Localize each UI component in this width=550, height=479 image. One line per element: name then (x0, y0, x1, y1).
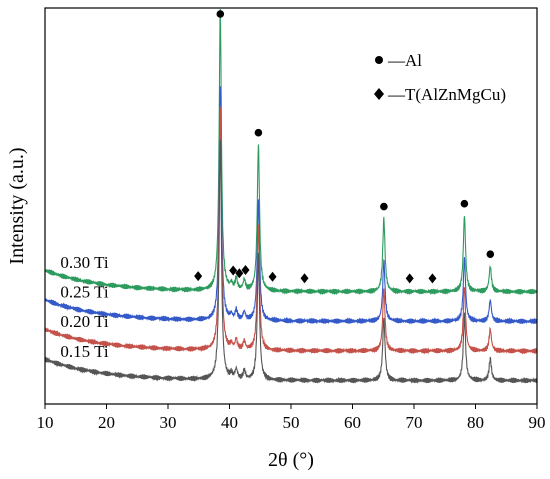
t-phase-marker (428, 273, 437, 284)
x-tick-label: 90 (529, 413, 546, 432)
series-label: 0.20 Ti (60, 312, 108, 331)
al-peak-marker (216, 10, 225, 18)
legend-al-label: —Al (387, 51, 422, 70)
series-label: 0.15 Ti (60, 342, 108, 361)
y-axis-title: Intensity (a.u.) (6, 147, 28, 264)
t-phase-marker (405, 273, 414, 284)
x-tick-label: 40 (221, 413, 238, 432)
al-peak-marker (460, 199, 469, 208)
series-line-0-25-ti (44, 86, 538, 325)
x-tick-label: 70 (406, 413, 423, 432)
x-tick-label: 20 (98, 413, 115, 432)
x-tick-label: 60 (344, 413, 361, 432)
legend-t-label: —T(AlZnMgCu) (387, 85, 506, 104)
x-axis-ticks: 10 20 30 40 50 60 70 80 90 (37, 404, 546, 432)
al-peak-marker (486, 250, 495, 258)
x-axis-title: 2θ (°) (268, 449, 314, 471)
series-line-0-15-ti (44, 139, 538, 384)
x-tick-label: 10 (37, 413, 54, 432)
t-phase-marker (241, 265, 250, 276)
t-phase-marker (300, 273, 309, 284)
x-tick-label: 50 (283, 413, 300, 432)
al-peak-marker (380, 202, 388, 211)
plot-area: 0.30 Ti 0.25 Ti 0.20 Ti 0.15 Ti (44, 8, 538, 384)
series-label: 0.30 Ti (60, 253, 108, 272)
legend: —Al —T(AlZnMgCu) (374, 51, 506, 104)
series-line-0-30-ti (44, 8, 538, 296)
al-peak-marker (254, 128, 263, 137)
t-phase-marker (194, 271, 203, 282)
t-phase-marker (235, 268, 244, 279)
legend-t-marker (374, 88, 384, 100)
x-tick-label: 80 (467, 413, 484, 432)
x-tick-label: 30 (160, 413, 177, 432)
legend-al-marker (375, 56, 383, 64)
series-line-0-20-ti (44, 106, 538, 355)
t-phase-marker (229, 265, 238, 276)
series-label: 0.25 Ti (60, 283, 108, 302)
t-phase-marker (268, 271, 277, 282)
